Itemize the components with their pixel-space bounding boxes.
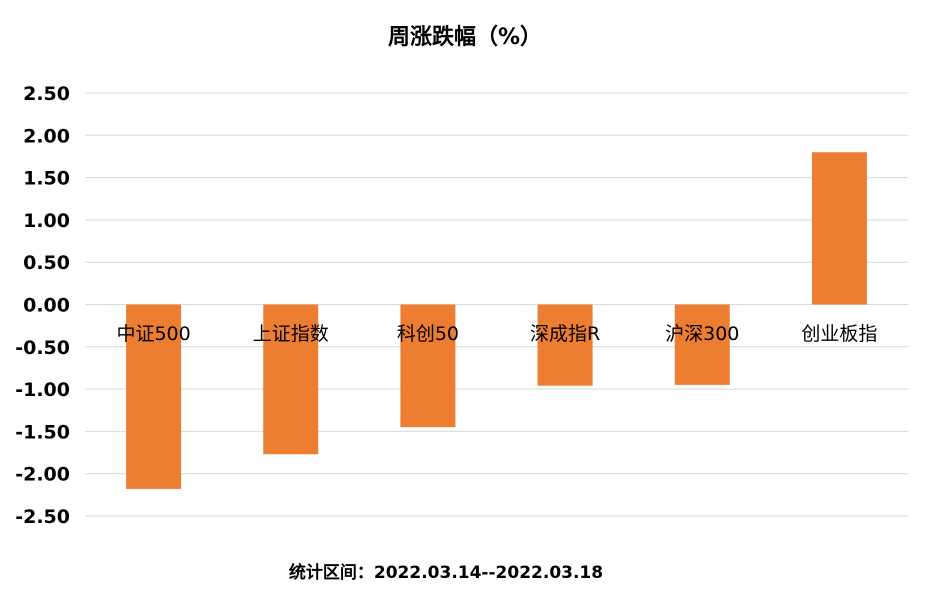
x-category-label: 沪深300 <box>665 323 739 345</box>
y-tick-label: -1.50 <box>15 421 70 443</box>
y-tick-label: 1.50 <box>23 168 70 190</box>
gridlines <box>85 92 908 517</box>
y-tick-label: 1.00 <box>23 210 70 232</box>
chart-title: 周涨跌幅（%） <box>388 25 542 50</box>
y-tick-label: -2.00 <box>15 464 70 486</box>
bar <box>126 304 182 489</box>
bar <box>537 304 593 386</box>
y-tick-label: -1.00 <box>15 379 70 401</box>
y-tick-label: -2.50 <box>15 506 70 528</box>
y-tick-label: 0.00 <box>23 295 70 317</box>
x-category-label: 上证指数 <box>253 323 329 345</box>
x-category-label: 科创50 <box>397 323 459 345</box>
y-tick-label: 2.00 <box>23 125 70 147</box>
bar <box>674 304 730 385</box>
x-category-label: 创业板指 <box>801 323 877 345</box>
x-axis-category-labels: 中证500 上证指数 科创50 深成指R 沪深300 创业板指 <box>116 323 877 345</box>
bar <box>811 152 867 305</box>
y-tick-label: 2.50 <box>23 83 70 105</box>
date-range-footnote: 统计区间：2022.03.14--2022.03.18 <box>289 562 603 583</box>
y-tick-label: 0.50 <box>23 252 70 274</box>
y-axis-ticks: 2.50 2.00 1.50 1.00 0.50 0.00 -0.50 -1.00 -1.50 -… <box>15 83 70 528</box>
y-tick-label: -0.50 <box>15 337 70 359</box>
bars <box>126 152 867 489</box>
bar <box>263 304 319 455</box>
x-category-label: 中证500 <box>116 323 190 345</box>
bar <box>400 304 456 428</box>
x-category-label: 深成指R <box>530 323 600 345</box>
